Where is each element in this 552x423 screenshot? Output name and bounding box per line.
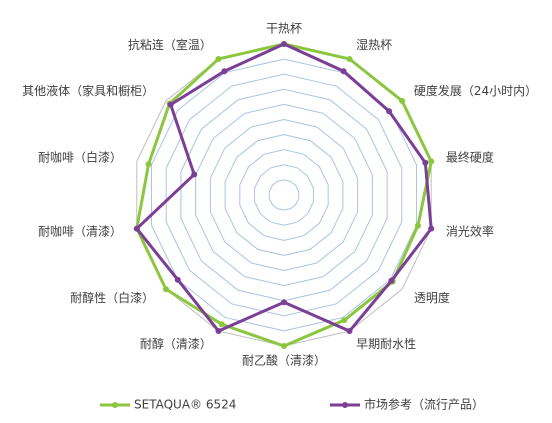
axis-label: 耐醇（清漆） <box>140 336 212 351</box>
point <box>191 171 198 178</box>
axis-label: 耐乙酸（清漆） <box>242 353 326 368</box>
grid-ring <box>268 179 300 211</box>
point <box>341 317 348 324</box>
point <box>281 41 287 47</box>
axis-label: 最终硬度 <box>446 150 494 165</box>
point <box>388 277 395 284</box>
point <box>428 225 435 232</box>
axis-label: 耐咖啡（清漆） <box>38 223 122 238</box>
legend-marker <box>112 402 118 408</box>
point <box>346 55 353 62</box>
grid-ring <box>224 134 344 256</box>
axis-label: 干热杯 <box>266 21 302 35</box>
axis-label: 抗粘连（室温） <box>128 37 212 52</box>
axis-label: 耐咖啡（白漆） <box>38 150 122 165</box>
point <box>218 321 225 328</box>
point <box>281 299 287 306</box>
grid-ring <box>180 88 388 302</box>
axis-label: 其他液体（家具和橱柜） <box>22 83 154 98</box>
point <box>215 55 222 62</box>
point <box>414 222 421 229</box>
point <box>162 286 169 293</box>
point <box>399 97 406 104</box>
legend-label: 市场参考（流行产品） <box>364 397 484 412</box>
grid-ring <box>254 164 314 226</box>
grid-ring <box>209 118 359 272</box>
axis-label: 湿热杯 <box>356 37 392 52</box>
point <box>145 161 152 168</box>
point <box>174 276 181 283</box>
axis-label: 透明度 <box>414 290 450 305</box>
axis-label: 消光效率 <box>446 223 494 238</box>
grid-ring <box>195 103 373 287</box>
point <box>386 108 393 115</box>
point <box>428 158 435 165</box>
point <box>422 159 429 166</box>
grid-ring <box>239 149 329 241</box>
legend-marker <box>342 402 348 408</box>
point <box>133 225 140 232</box>
point <box>221 68 228 75</box>
grid-ring <box>165 73 403 317</box>
axis-label: 早期耐水性 <box>356 337 416 351</box>
axis-label: 硬度发展（24小时内） <box>414 83 537 98</box>
point <box>340 68 347 75</box>
point <box>215 328 222 335</box>
grid-ring <box>151 58 417 332</box>
legend-label: SETAQUA® 6524 <box>134 398 236 412</box>
point <box>281 343 287 349</box>
point <box>346 328 353 335</box>
point <box>167 101 174 108</box>
axis-label: 耐醇性（白漆） <box>70 290 154 305</box>
